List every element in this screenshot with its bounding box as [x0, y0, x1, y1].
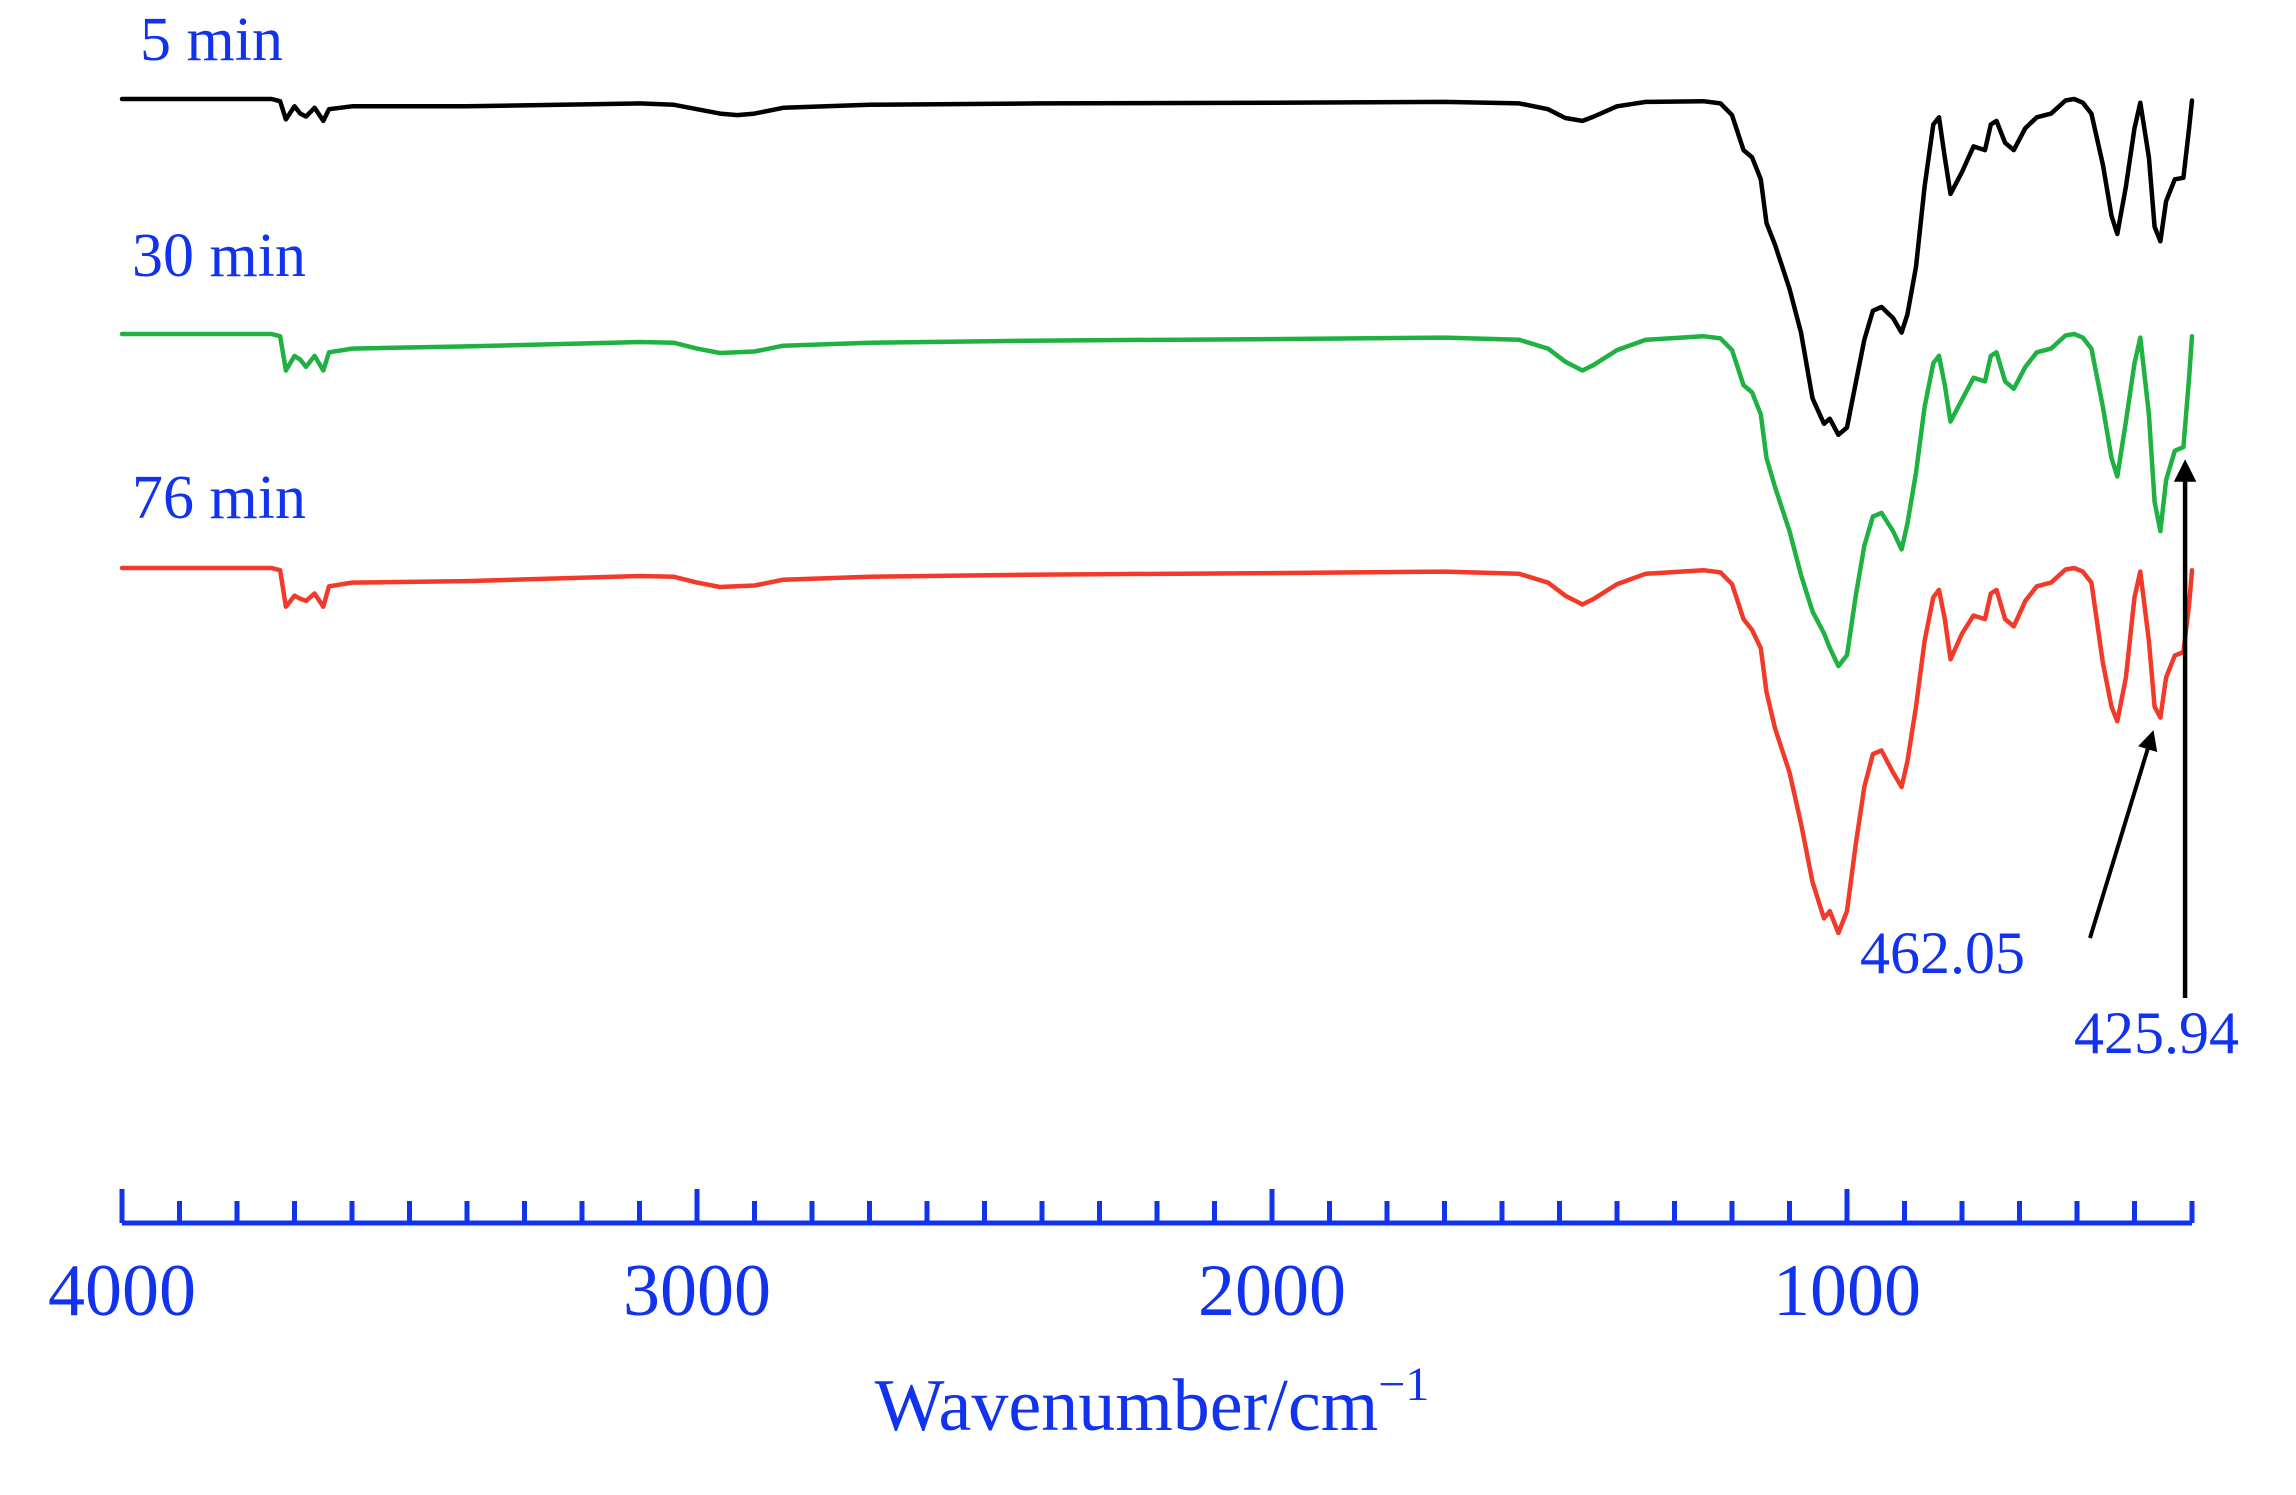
- plot-area: [119, 96, 2195, 936]
- annotation-462-05: 462.05: [1860, 920, 2025, 986]
- series-labels: 5 min 30 min 76 min: [132, 6, 306, 532]
- annotations: 462.05 425.94: [1860, 459, 2239, 1066]
- x-tick-label-3000: 3000: [623, 1250, 771, 1332]
- x-tick-label-1000: 1000: [1773, 1250, 1921, 1332]
- series-label-30-min: 30 min: [132, 222, 306, 290]
- series-label-76-min: 76 min: [132, 464, 306, 532]
- annotation-425-94: 425.94: [2074, 1000, 2239, 1066]
- x-axis-title-superscript: −1: [1378, 1358, 1429, 1411]
- series-line-76-min: [119, 565, 2195, 936]
- x-axis-title-text: Wavenumber/cm: [875, 1365, 1379, 1447]
- series-label-5-min: 5 min: [140, 6, 283, 74]
- series-line-30-min: [119, 331, 2195, 669]
- x-tick-label-4000: 4000: [48, 1250, 196, 1332]
- x-axis: 4000 3000 2000 1000: [48, 1189, 2195, 1332]
- series-line-5-min: [119, 96, 2195, 438]
- x-axis-title: Wavenumber/cm−1: [875, 1358, 1430, 1447]
- x-tick-label-2000: 2000: [1198, 1250, 1346, 1332]
- annotation-arrow-462: [2088, 730, 2158, 939]
